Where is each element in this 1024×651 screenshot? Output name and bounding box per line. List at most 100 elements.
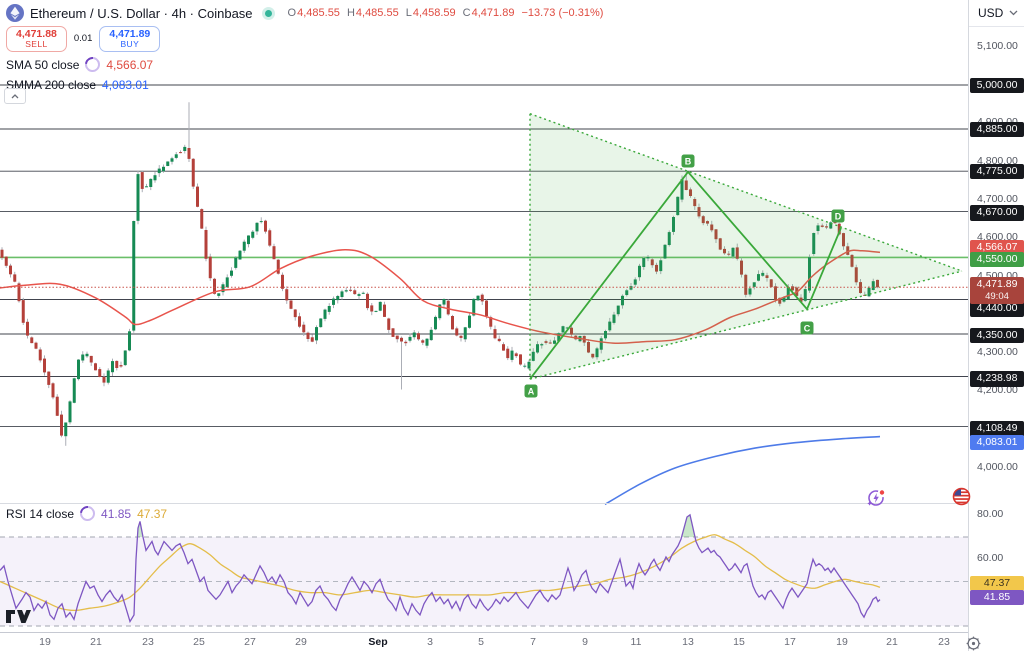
smma200-line bbox=[604, 435, 881, 506]
time-tick-label: 27 bbox=[244, 636, 256, 648]
price-level-badge: 4,670.00 bbox=[970, 205, 1024, 221]
price-axis[interactable]: USD 5,100.004,900.004,800.004,700.004,60… bbox=[968, 0, 1024, 651]
time-tick-label: 13 bbox=[682, 636, 694, 648]
time-tick-label: 25 bbox=[193, 636, 205, 648]
time-tick-label: 5 bbox=[478, 636, 484, 648]
price-tick-label: 4,000.00 bbox=[977, 461, 1018, 473]
open-value: 4,485.55 bbox=[297, 7, 340, 19]
price-level-badge: 4,350.00 bbox=[970, 327, 1024, 344]
sma50-name: SMA 50 close bbox=[6, 57, 80, 72]
rsi-value-badge: 47.37 bbox=[970, 576, 1024, 592]
symbol-title[interactable]: Ethereum / U.S. Dollar · 4h · Coinbase bbox=[30, 5, 253, 21]
rsi-overbought-fill bbox=[681, 514, 695, 537]
buy-price: 4,471.89 bbox=[109, 28, 151, 40]
spread-value: 0.01 bbox=[73, 33, 93, 45]
sma50-line bbox=[0, 248, 881, 345]
time-tick-label: 11 bbox=[630, 636, 642, 648]
svg-text:B: B bbox=[685, 156, 692, 166]
price-level-badge: 4,775.00 bbox=[970, 164, 1024, 180]
price-level-badge: 4,566.07 bbox=[970, 240, 1024, 256]
ethereum-logo-icon bbox=[6, 4, 24, 22]
time-tick-label: 9 bbox=[582, 636, 588, 648]
smma200-name: SMMA 200 close bbox=[6, 77, 97, 92]
high-label: H bbox=[346, 7, 355, 19]
pattern-point-label-D bbox=[831, 209, 845, 223]
currency-selector[interactable]: USD bbox=[969, 0, 1024, 27]
time-tick-label: 21 bbox=[886, 636, 898, 648]
rsi-tick-label: 60.00 bbox=[977, 552, 1004, 565]
sell-label: SELL bbox=[25, 39, 48, 50]
time-tick-label: 17 bbox=[784, 636, 796, 648]
loading-spinner-icon bbox=[76, 502, 99, 525]
pattern-point-label-C bbox=[800, 321, 814, 335]
loading-spinner-icon bbox=[82, 54, 104, 76]
price-tick-label: 5,100.00 bbox=[977, 39, 1018, 52]
change-value: −13.73 (−0.31%) bbox=[521, 7, 604, 19]
price-level-badge: 4,885.00 bbox=[970, 122, 1024, 138]
timezone-settings-icon[interactable] bbox=[966, 636, 981, 651]
price-tick-label: 4,700.00 bbox=[977, 192, 1018, 205]
currency-label: USD bbox=[978, 6, 1004, 20]
price-level-badge: 4,440.00 bbox=[970, 301, 1024, 317]
collapse-pane-button[interactable] bbox=[4, 88, 26, 104]
time-tick-label: 23 bbox=[938, 636, 950, 648]
chevron-down-icon bbox=[1009, 10, 1018, 16]
time-tick-label: 19 bbox=[836, 636, 848, 648]
us-flag-icon[interactable] bbox=[952, 487, 971, 511]
buy-button[interactable]: 4,471.89 BUY bbox=[99, 26, 161, 52]
low-label: L bbox=[405, 7, 412, 19]
time-tick-label: 29 bbox=[295, 636, 307, 648]
rsi-band bbox=[0, 537, 968, 626]
indicator-row-smma200[interactable]: SMMA 200 close 4,083.01 bbox=[6, 78, 603, 92]
chart-canvas[interactable]: A B C D bbox=[0, 0, 968, 631]
rsi-value: 41.85 bbox=[101, 506, 132, 521]
time-tick-label: 15 bbox=[733, 636, 745, 648]
rsi-line bbox=[0, 513, 881, 624]
close-label: C bbox=[462, 7, 471, 19]
sell-price: 4,471.88 bbox=[16, 28, 57, 40]
price-level-badge: 4,108.49 bbox=[970, 421, 1024, 437]
triangle-pattern[interactable]: A B C D bbox=[524, 113, 963, 398]
current-price-badge: 4,471.89 49:04 bbox=[970, 277, 1024, 305]
flash-boost-icon[interactable] bbox=[866, 488, 886, 513]
svg-text:D: D bbox=[835, 211, 842, 221]
time-tick-label: 7 bbox=[530, 636, 536, 648]
buy-label: BUY bbox=[120, 39, 140, 50]
rsi-name: RSI 14 close bbox=[6, 506, 75, 521]
time-tick-label: 19 bbox=[39, 636, 51, 648]
smma200-value: 4,083.01 bbox=[102, 77, 149, 92]
price-level-badge: 4,083.01 bbox=[970, 435, 1024, 451]
time-tick-label: 23 bbox=[142, 636, 154, 648]
rsi-indicator-header[interactable]: RSI 14 close 41.85 47.37 bbox=[6, 502, 168, 525]
rsi-ma-line bbox=[0, 534, 881, 612]
time-tick-label: 21 bbox=[90, 636, 102, 648]
price-level-badge: 4,238.98 bbox=[970, 371, 1024, 387]
low-value: 4,458.59 bbox=[412, 7, 456, 19]
time-axis[interactable]: 19 21 23 25 27 29 Sep 3 5 7 9 11 13 15 17 19 21 23 bbox=[0, 632, 1024, 651]
svg-text:A: A bbox=[528, 386, 535, 396]
tradingview-logo-icon[interactable] bbox=[5, 609, 31, 629]
sell-button[interactable]: 4,471.88 SELL bbox=[6, 26, 67, 52]
ohlc-values: O 4,485.55 H 4,485.55 L 4,458.59 C 4,471.89 … bbox=[288, 7, 604, 19]
open-label: O bbox=[287, 7, 297, 19]
indicator-row-sma50[interactable]: SMA 50 close 4,566.07 bbox=[6, 54, 603, 76]
pattern-point-label-A bbox=[524, 384, 538, 398]
chart-header: Ethereum / U.S. Dollar · 4h · Coinbase O… bbox=[6, 4, 603, 92]
price-level-badge: 4,550.00 bbox=[970, 252, 1024, 268]
sma50-value: 4,566.07 bbox=[106, 57, 154, 72]
close-value: 4,471.89 bbox=[471, 7, 515, 19]
price-tick-label: 4,300.00 bbox=[977, 346, 1018, 359]
svg-text:C: C bbox=[804, 323, 811, 333]
rsi-ma-value: 47.37 bbox=[137, 506, 168, 521]
time-tick-label: Sep bbox=[368, 636, 388, 648]
price-level-badge: 5,000.00 bbox=[970, 78, 1024, 94]
rsi-tick-label: 80.00 bbox=[977, 507, 1004, 520]
pattern-point-label-B bbox=[681, 154, 695, 168]
market-status-icon[interactable] bbox=[264, 9, 272, 17]
rsi-value-badge: 41.85 bbox=[970, 589, 1024, 605]
price-tick-label: 4,200.00 bbox=[977, 384, 1018, 397]
high-value: 4,485.55 bbox=[355, 7, 399, 19]
price-tick-label: 4,800.00 bbox=[977, 154, 1018, 167]
time-tick-label: 3 bbox=[427, 636, 433, 648]
